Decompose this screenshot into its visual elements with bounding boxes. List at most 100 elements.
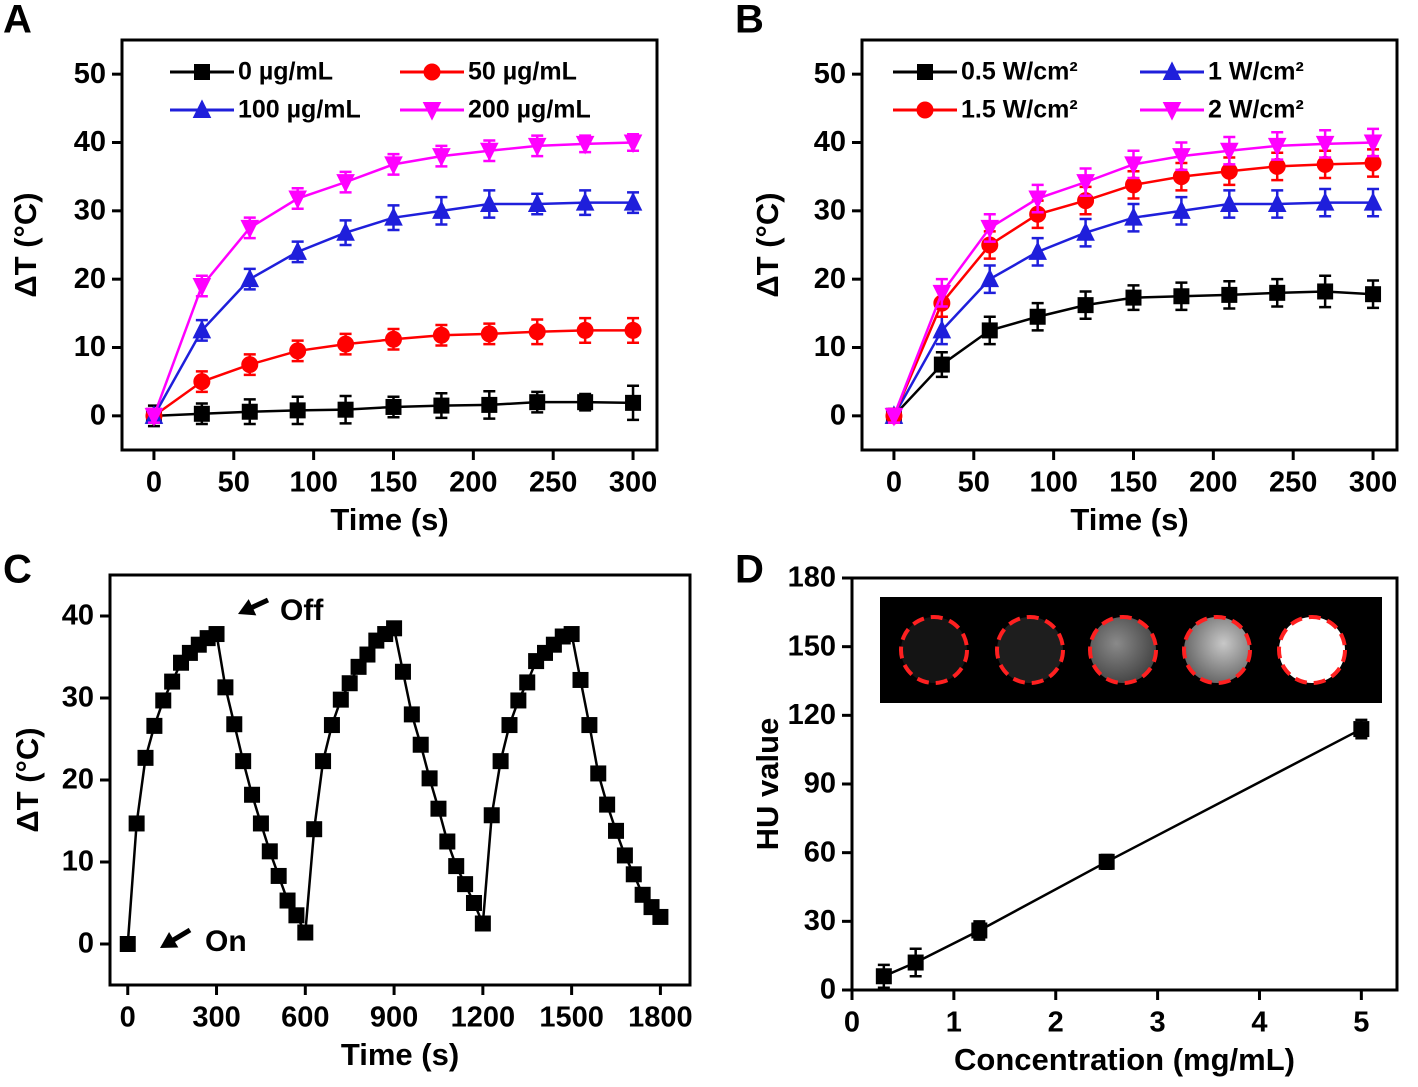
marker	[144, 407, 164, 427]
marker	[590, 765, 607, 782]
panel-letter: D	[735, 548, 764, 592]
marker	[240, 268, 260, 288]
legend-label: 50 µg/mL	[468, 58, 577, 86]
ct-inset	[880, 597, 1382, 703]
marker	[384, 156, 403, 175]
legend-label: 100 µg/mL	[238, 96, 361, 124]
marker	[137, 749, 154, 766]
marker	[306, 821, 323, 838]
y-tick-label: 0	[830, 399, 846, 431]
y-tick-label: 10	[74, 331, 106, 363]
marker	[1076, 174, 1095, 193]
y-tick-label: 10	[814, 331, 846, 363]
marker	[1172, 148, 1191, 167]
annotation-arrowhead	[160, 932, 179, 948]
y-tick-label: 60	[804, 836, 836, 868]
marker	[430, 800, 447, 817]
x-axis-label: Concentration (mg/mL)	[954, 1042, 1295, 1077]
y-axis-label: ΔT (°C)	[8, 192, 43, 297]
marker	[423, 63, 441, 81]
marker	[332, 691, 349, 708]
marker	[492, 753, 509, 770]
x-axis-label: Time (s)	[330, 502, 448, 537]
marker	[1267, 137, 1287, 157]
marker	[608, 822, 625, 839]
x-tick-label: 250	[1269, 467, 1317, 499]
y-tick-label: 40	[814, 126, 846, 158]
marker	[980, 219, 1000, 239]
marker	[625, 866, 642, 883]
marker	[193, 373, 211, 391]
y-axis-label: ΔT (°C)	[750, 192, 785, 297]
x-tick-label: 150	[1109, 467, 1157, 499]
marker	[1077, 297, 1094, 314]
y-tick-label: 20	[62, 764, 94, 796]
series-line	[152, 141, 634, 417]
marker	[433, 397, 450, 414]
y-axis-label: ΔT (°C)	[10, 727, 45, 832]
marker	[289, 342, 307, 360]
marker	[235, 753, 252, 770]
marker	[1124, 156, 1143, 175]
marker	[1076, 222, 1095, 241]
marker	[261, 843, 278, 860]
x-tick-label: 1500	[539, 1002, 604, 1034]
marker	[465, 895, 482, 911]
marker	[394, 663, 411, 680]
x-tick-label: 250	[529, 467, 577, 499]
legend-label: 1 W/cm²	[1208, 58, 1304, 86]
y-axis-label: HU value	[750, 718, 785, 851]
legend-label: 200 µg/mL	[468, 96, 591, 124]
y-tick-label: 180	[788, 562, 836, 594]
marker	[1220, 193, 1239, 212]
marker	[563, 626, 580, 643]
marker	[1317, 283, 1334, 300]
x-tick-label: 50	[218, 467, 250, 499]
series-line	[883, 727, 1362, 978]
plot-frame	[120, 38, 659, 452]
x-tick-label: 200	[449, 467, 497, 499]
x-tick-label: 300	[1349, 467, 1397, 499]
marker	[336, 174, 355, 193]
marker	[577, 394, 594, 411]
x-tick-label: 300	[192, 1002, 240, 1034]
y-tick-label: 0	[820, 974, 836, 1006]
marker	[432, 148, 451, 167]
marker	[439, 833, 456, 850]
marker	[599, 796, 616, 813]
marker	[1173, 288, 1190, 305]
marker	[270, 867, 287, 884]
marker	[385, 398, 402, 415]
x-axis-label: Time (s)	[1070, 502, 1188, 537]
marker	[623, 134, 643, 154]
marker	[1162, 61, 1182, 80]
marker	[1162, 102, 1182, 121]
marker	[240, 219, 260, 239]
marker	[241, 403, 258, 420]
y-tick-label: 20	[814, 263, 846, 295]
y-tick-label: 30	[804, 905, 836, 937]
x-tick-label: 50	[958, 467, 990, 499]
marker	[192, 99, 212, 118]
marker	[208, 626, 225, 643]
x-tick-label: 900	[370, 1002, 418, 1034]
marker	[217, 679, 234, 696]
marker	[350, 658, 367, 675]
y-tick-label: 10	[62, 846, 94, 878]
marker	[1315, 135, 1335, 155]
x-tick-label: 0	[146, 467, 162, 499]
y-tick-label: 30	[814, 194, 846, 226]
marker	[576, 321, 594, 339]
x-tick-label: 2	[1048, 1007, 1064, 1039]
x-axis-label: Time (s)	[341, 1037, 459, 1072]
marker	[907, 954, 924, 971]
marker	[624, 321, 642, 339]
marker	[323, 717, 340, 734]
marker	[412, 736, 429, 753]
annotation: On	[205, 925, 247, 958]
marker	[192, 319, 212, 339]
marker	[917, 64, 933, 80]
marker	[279, 892, 296, 909]
marker	[1353, 721, 1370, 738]
